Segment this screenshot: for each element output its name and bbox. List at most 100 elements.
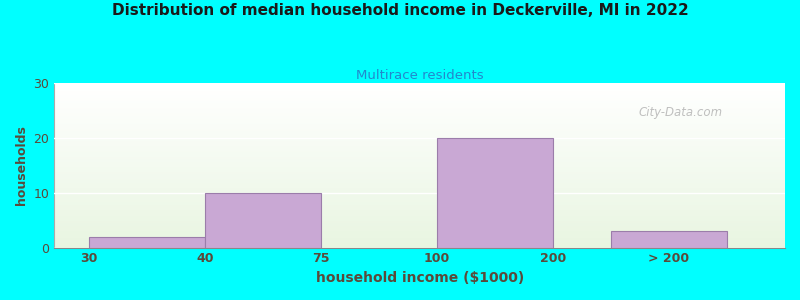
Bar xyxy=(54,90,785,92)
Bar xyxy=(54,188,785,190)
Bar xyxy=(54,92,785,93)
Bar xyxy=(54,136,785,137)
Bar xyxy=(54,111,785,113)
Title: Multirace residents: Multirace residents xyxy=(356,69,483,82)
Bar xyxy=(54,203,785,205)
Bar xyxy=(54,170,785,172)
Bar xyxy=(54,241,785,243)
Bar xyxy=(54,157,785,159)
Bar xyxy=(54,215,785,216)
Bar xyxy=(54,83,785,85)
Bar xyxy=(54,146,785,147)
Bar xyxy=(54,110,785,111)
Bar xyxy=(54,238,785,239)
Bar xyxy=(54,93,785,95)
Bar xyxy=(54,114,785,116)
Bar xyxy=(54,225,785,226)
Bar xyxy=(54,154,785,155)
Bar xyxy=(205,193,321,248)
Bar xyxy=(54,212,785,213)
Bar xyxy=(54,95,785,96)
Bar xyxy=(54,200,785,202)
Bar xyxy=(54,142,785,144)
Bar xyxy=(54,187,785,188)
Bar xyxy=(54,231,785,233)
Bar xyxy=(54,101,785,103)
Bar xyxy=(54,193,785,195)
Bar xyxy=(54,192,785,193)
Bar xyxy=(54,119,785,121)
Bar xyxy=(54,103,785,104)
Bar xyxy=(54,230,785,231)
Bar xyxy=(611,231,727,247)
Bar xyxy=(54,184,785,185)
Bar xyxy=(54,96,785,98)
Bar xyxy=(54,144,785,146)
Bar xyxy=(54,98,785,100)
Bar xyxy=(54,121,785,123)
Bar xyxy=(54,177,785,178)
Bar xyxy=(54,196,785,198)
Bar xyxy=(54,152,785,154)
Bar xyxy=(54,149,785,151)
Bar xyxy=(54,139,785,141)
Bar xyxy=(54,113,785,114)
Bar xyxy=(54,124,785,126)
Bar xyxy=(54,178,785,180)
Bar xyxy=(54,226,785,228)
Bar xyxy=(54,155,785,157)
Bar xyxy=(437,138,553,248)
Bar xyxy=(54,162,785,164)
Bar xyxy=(54,174,785,175)
Bar xyxy=(54,165,785,167)
Bar xyxy=(89,237,205,248)
Bar xyxy=(54,172,785,174)
Bar xyxy=(54,190,785,192)
Bar xyxy=(54,141,785,142)
Bar xyxy=(54,236,785,238)
Bar xyxy=(54,108,785,109)
Bar xyxy=(54,106,785,108)
Bar xyxy=(54,134,785,136)
Bar xyxy=(54,182,785,184)
Bar xyxy=(54,213,785,215)
Bar xyxy=(54,147,785,149)
Bar xyxy=(54,126,785,128)
Bar xyxy=(54,160,785,162)
Bar xyxy=(54,104,785,106)
Bar xyxy=(54,218,785,220)
Bar xyxy=(54,246,785,247)
Bar xyxy=(54,195,785,196)
Bar xyxy=(54,244,785,246)
Bar xyxy=(54,123,785,124)
Bar xyxy=(54,223,785,225)
Bar xyxy=(54,86,785,88)
Y-axis label: households: households xyxy=(15,125,28,205)
Bar xyxy=(54,169,785,170)
Bar xyxy=(54,228,785,230)
Bar xyxy=(54,233,785,234)
Bar xyxy=(54,100,785,101)
Bar xyxy=(54,198,785,200)
Bar xyxy=(54,208,785,210)
Bar xyxy=(54,137,785,139)
Bar xyxy=(54,175,785,177)
Bar xyxy=(54,116,785,118)
Bar xyxy=(54,129,785,131)
Bar xyxy=(54,206,785,208)
Bar xyxy=(54,239,785,241)
Bar xyxy=(54,185,785,187)
Bar xyxy=(54,202,785,203)
Bar xyxy=(54,128,785,129)
Text: Distribution of median household income in Deckerville, MI in 2022: Distribution of median household income … xyxy=(112,3,688,18)
Bar xyxy=(54,151,785,152)
Bar xyxy=(54,243,785,244)
Bar xyxy=(54,180,785,182)
Bar xyxy=(54,221,785,223)
Bar xyxy=(54,167,785,169)
X-axis label: household income ($1000): household income ($1000) xyxy=(315,271,524,285)
Bar xyxy=(54,118,785,119)
Bar xyxy=(54,88,785,90)
Text: City-Data.com: City-Data.com xyxy=(639,106,723,119)
Bar xyxy=(54,164,785,165)
